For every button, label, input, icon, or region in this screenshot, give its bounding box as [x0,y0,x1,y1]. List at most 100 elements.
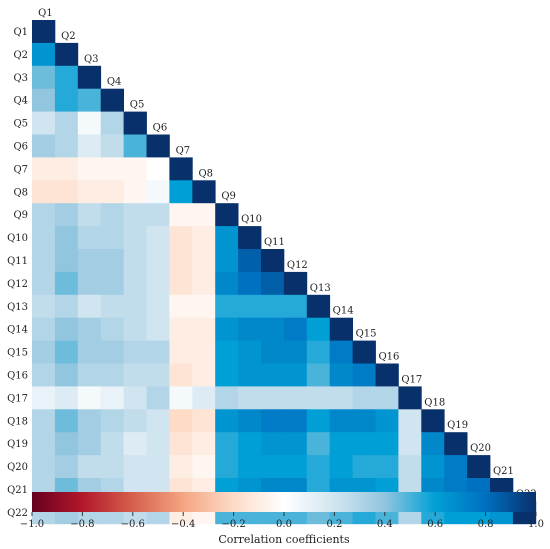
colorbar-tick-label: 0.0 [276,519,292,530]
cell-q2-q2 [54,42,79,67]
diagonal-label-q9: Q9 [221,191,236,202]
cell-q17-q10 [238,386,262,410]
row-label-q9: Q9 [13,210,28,221]
cell-q12-q11 [261,271,285,296]
colorbar-tick-label: −0.8 [70,519,94,530]
cell-q13-q3 [77,294,102,319]
cell-q13-q5 [123,294,147,319]
cell-q20-q17 [398,455,422,479]
cell-q18-q8 [192,409,216,433]
cell-q12-q1 [32,271,56,296]
cell-q18-q16 [375,409,399,433]
cell-q16-q12 [283,363,308,387]
cell-q16-q16 [375,363,399,387]
cell-q9-q1 [32,203,56,227]
cell-q7-q1 [32,157,56,181]
diagonal-label-q2: Q2 [61,31,76,42]
row-label-q5: Q5 [13,119,28,130]
row-label-q16: Q16 [7,370,28,381]
cell-q18-q18 [421,409,445,433]
cell-q19-q7 [169,432,193,456]
cell-q15-q4 [100,340,124,364]
cell-q11-q9 [215,249,239,273]
cell-q19-q2 [54,432,79,456]
cell-q18-q14 [329,409,353,433]
cell-q15-q13 [306,340,331,364]
cell-q14-q9 [215,317,239,341]
cell-q19-q11 [261,432,285,456]
cell-q11-q2 [54,249,79,273]
cell-q13-q2 [54,294,79,319]
cell-q15-q10 [238,340,262,364]
cell-q13-q1 [32,294,56,319]
cell-q10-q4 [100,226,124,250]
row-label-q10: Q10 [7,233,28,244]
cell-q18-q9 [215,409,239,433]
diagonal-label-q10: Q10 [241,214,262,225]
cell-q18-q11 [261,409,285,433]
row-label-q8: Q8 [13,187,28,198]
cell-q17-q7 [169,386,193,410]
cell-q18-q15 [352,409,376,433]
cell-q13-q4 [100,294,124,319]
row-label-q20: Q20 [7,462,28,473]
cell-q20-q3 [77,455,102,479]
cell-q16-q10 [238,363,262,387]
colorbar-tick-label: 1.0 [528,519,544,530]
diagonal-label-q19: Q19 [447,420,468,431]
row-label-q18: Q18 [7,416,28,427]
cell-q14-q2 [54,317,79,341]
cell-q8-q4 [100,180,124,204]
cell-q13-q7 [169,294,193,319]
cell-q8-q1 [32,180,56,204]
cell-q15-q14 [329,340,353,364]
cell-q5-q2 [54,111,79,135]
cell-q5-q5 [123,111,147,135]
cell-q8-q5 [123,180,147,204]
cell-q14-q7 [169,317,193,341]
cell-q9-q4 [100,203,124,227]
cell-q15-q12 [283,340,308,364]
cell-q17-q8 [192,386,216,410]
cell-q10-q1 [32,226,56,250]
diagonal-label-q13: Q13 [310,283,331,294]
cell-q11-q5 [123,249,147,273]
cell-q20-q15 [352,455,376,479]
cell-q16-q3 [77,363,102,387]
cell-q19-q12 [283,432,308,456]
cell-q14-q8 [192,317,216,341]
cell-q17-q5 [123,386,147,410]
cell-q15-q5 [123,340,147,364]
cell-q19-q1 [32,432,56,456]
cell-q17-q1 [32,386,56,410]
cell-q14-q6 [146,317,170,341]
cell-q11-q11 [261,249,285,273]
cell-q8-q3 [77,180,102,204]
colorbar-tick-label: −1.0 [20,519,44,530]
diagonal-label-q12: Q12 [287,260,308,271]
cell-q16-q4 [100,363,124,387]
diagonal-label-q5: Q5 [130,100,145,111]
cell-q8-q6 [146,180,170,204]
cell-q14-q1 [32,317,56,341]
cell-q7-q4 [100,157,124,181]
cell-q12-q5 [123,271,147,296]
cell-q17-q12 [283,386,308,410]
cell-q11-q10 [238,249,262,273]
heatmap-cells [32,20,537,525]
cell-q14-q4 [100,317,124,341]
cell-q7-q6 [146,157,170,181]
cell-q14-q10 [238,317,262,341]
colorbar-tick-label: −0.6 [121,519,145,530]
colorbar-tick-label: 0.8 [478,519,494,530]
cell-q17-q16 [375,386,399,410]
row-labels: Q1 Q2 Q3 Q4 Q5 Q6 Q7 Q8 Q9 Q10 Q11 Q12 Q13 Q14 Q15 Q16 Q… [7,27,28,519]
cell-q16-q1 [32,363,56,387]
cell-q20-q14 [329,455,353,479]
cell-q8-q2 [54,180,79,204]
row-label-q1: Q1 [13,27,28,38]
cell-q12-q6 [146,271,170,296]
cell-q12-q12 [283,271,308,296]
cell-q13-q11 [261,294,285,319]
cell-q9-q8 [192,203,216,227]
